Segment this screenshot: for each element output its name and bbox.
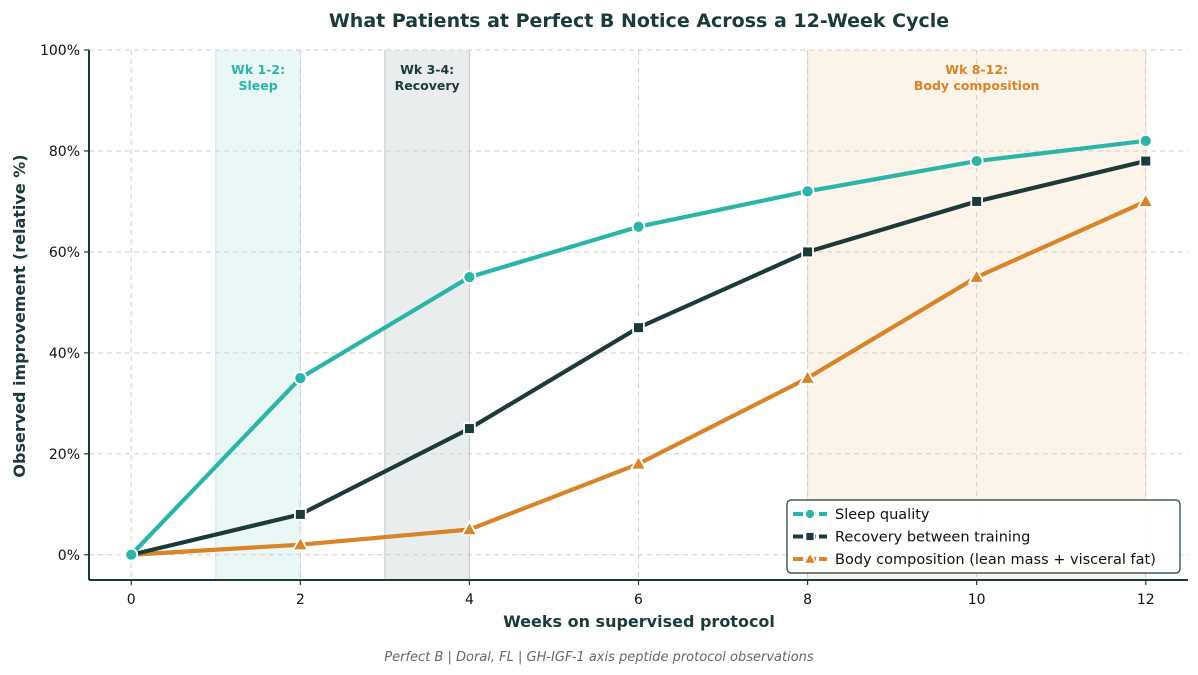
data-point-body-composition-lean-mass-visceral-fat xyxy=(291,534,310,552)
footer-note: Perfect B | Doral, FL | GH-IGF-1 axis pe… xyxy=(384,650,814,665)
legend-item-sleep-quality: Sleep quality xyxy=(793,507,930,523)
data-point-sleep-quality xyxy=(800,184,815,199)
data-point-sleep-quality xyxy=(1138,133,1153,148)
band-1 xyxy=(384,50,470,580)
band-1-label-line2: Recovery xyxy=(395,78,460,93)
data-point-recovery-between-training xyxy=(632,321,645,334)
x-tick-label: 4 xyxy=(465,592,474,608)
data-point-recovery-between-training xyxy=(970,195,983,208)
data-point-recovery-between-training xyxy=(463,422,476,435)
y-axis-label: Observed improvement (relative %) xyxy=(10,154,29,477)
band-2-label-line1: Wk 8-12: xyxy=(945,62,1008,77)
legend-swatch-marker xyxy=(802,550,818,565)
legend-label: Recovery between training xyxy=(835,530,1030,546)
gridlines xyxy=(89,49,1188,580)
series-lines xyxy=(122,133,1155,562)
data-point-body-composition-lean-mass-visceral-fat xyxy=(798,368,817,385)
x-tick-label: 10 xyxy=(968,592,986,608)
x-tick-label: 0 xyxy=(127,592,136,608)
data-point-sleep-quality xyxy=(124,547,139,562)
band-0-label-line1: Wk 1-2: xyxy=(231,62,285,77)
band-2-label-line2: Body composition xyxy=(914,78,1040,93)
data-point-sleep-quality xyxy=(631,219,646,234)
data-point-sleep-quality xyxy=(969,154,984,168)
x-axis-label: Weeks on supervised protocol xyxy=(503,612,775,631)
x-tick-label: 2 xyxy=(296,592,305,608)
band-1-label-line1: Wk 3-4: xyxy=(400,62,454,77)
legend-swatch-marker xyxy=(804,508,816,520)
data-point-recovery-between-training xyxy=(801,245,814,259)
band-0 xyxy=(215,50,301,580)
data-point-body-composition-lean-mass-visceral-fat xyxy=(629,454,648,471)
data-point-sleep-quality xyxy=(293,371,308,385)
y-tick-label: 0% xyxy=(58,548,80,564)
legend-label: Body composition (lean mass + visceral f… xyxy=(835,552,1156,568)
band-0-label-line2: Sleep xyxy=(238,78,277,93)
data-point-body-composition-lean-mass-visceral-fat xyxy=(967,267,986,284)
data-point-recovery-between-training xyxy=(1139,154,1153,168)
data-point-recovery-between-training xyxy=(294,508,307,521)
legend-swatch-marker xyxy=(804,531,816,542)
y-tick-label: 80% xyxy=(49,144,80,160)
chart-title: What Patients at Perfect B Notice Across… xyxy=(329,10,949,32)
data-point-body-composition-lean-mass-visceral-fat xyxy=(460,519,479,537)
y-tick-label: 20% xyxy=(49,447,80,463)
band-labels: Wk 1-2:Sleep Wk 3-4:Recovery Wk 8-12:Body … xyxy=(231,62,1039,93)
y-tick-label: 100% xyxy=(40,43,80,59)
legend: Sleep quality Recovery between training Bo… xyxy=(786,499,1181,574)
legend-label: Sleep quality xyxy=(835,507,930,523)
x-tick-label: 12 xyxy=(1137,592,1155,608)
x-tick-label: 6 xyxy=(634,592,643,608)
x-tick-label: 8 xyxy=(803,592,812,608)
y-tick-label: 60% xyxy=(49,245,80,261)
data-point-body-composition-lean-mass-visceral-fat xyxy=(1136,191,1155,208)
y-tick-label: 40% xyxy=(49,346,80,362)
series-sleep-quality xyxy=(124,133,1153,562)
legend-box xyxy=(786,499,1181,574)
data-point-sleep-quality xyxy=(462,270,477,285)
legend-item-body-composition-lean-mass-visceral-fat: Body composition (lean mass + visceral f… xyxy=(793,550,1156,568)
tick-labels: 0 2 4 6 8 10 12 0% 20% 40% 60% 80% 100% xyxy=(40,43,1155,608)
legend-item-recovery-between-training: Recovery between training xyxy=(793,530,1030,546)
